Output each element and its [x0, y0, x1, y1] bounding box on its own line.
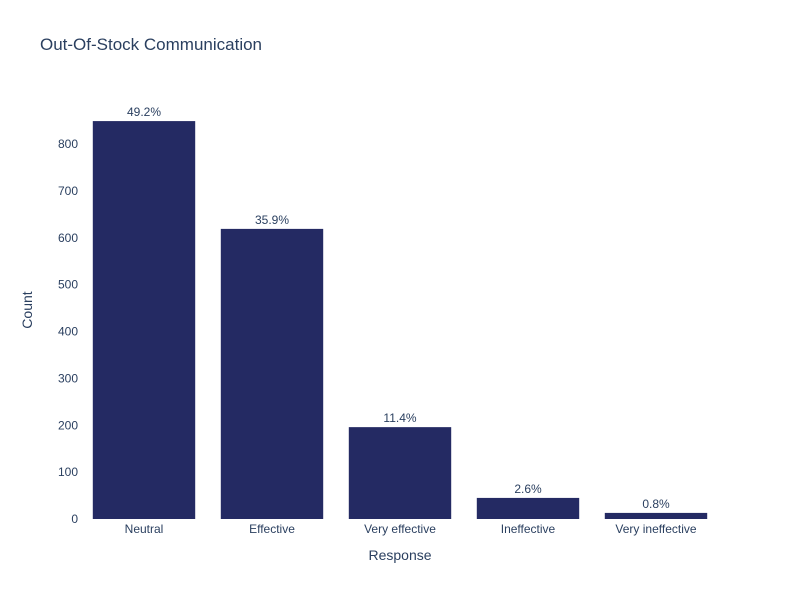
bar-value-label: 35.9%	[255, 213, 289, 227]
y-tick-label: 800	[58, 137, 78, 151]
x-tick-label: Ineffective	[501, 522, 556, 536]
x-axis-ticks: Neutral Effective Very effective Ineffectiv…	[125, 522, 697, 536]
bars-group	[92, 121, 708, 519]
y-axis-ticks: 0 100 200 300 400 500 600 700 800	[58, 137, 78, 526]
y-tick-label: 400	[58, 325, 78, 339]
y-tick-label: 200	[58, 418, 78, 432]
chart-title: Out-Of-Stock Communication	[40, 35, 262, 54]
y-tick-label: 600	[58, 231, 78, 245]
y-tick-label: 700	[58, 184, 78, 198]
x-tick-label: Very effective	[364, 522, 436, 536]
x-tick-label: Neutral	[125, 522, 164, 536]
bar-value-label: 2.6%	[514, 482, 542, 496]
bar-value-label: 49.2%	[127, 105, 161, 119]
bar-very-ineffective[interactable]	[604, 512, 708, 519]
x-tick-label: Very ineffective	[615, 522, 696, 536]
bar-value-label: 11.4%	[383, 411, 416, 425]
bar-labels-group: 49.2% 35.9% 11.4% 2.6% 0.8%	[127, 105, 670, 511]
y-tick-label: 500	[58, 278, 78, 292]
x-tick-label: Effective	[249, 522, 295, 536]
x-axis-title: Response	[368, 547, 431, 563]
bar-effective[interactable]	[220, 228, 324, 519]
bar-value-label: 0.8%	[642, 497, 670, 511]
y-axis-title: Count	[19, 291, 35, 328]
y-tick-label: 100	[58, 465, 78, 479]
bar-very-effective[interactable]	[348, 427, 452, 519]
bar-neutral[interactable]	[92, 121, 196, 519]
y-tick-label: 300	[58, 371, 78, 385]
y-tick-label: 0	[71, 512, 78, 526]
bar-ineffective[interactable]	[476, 497, 580, 519]
